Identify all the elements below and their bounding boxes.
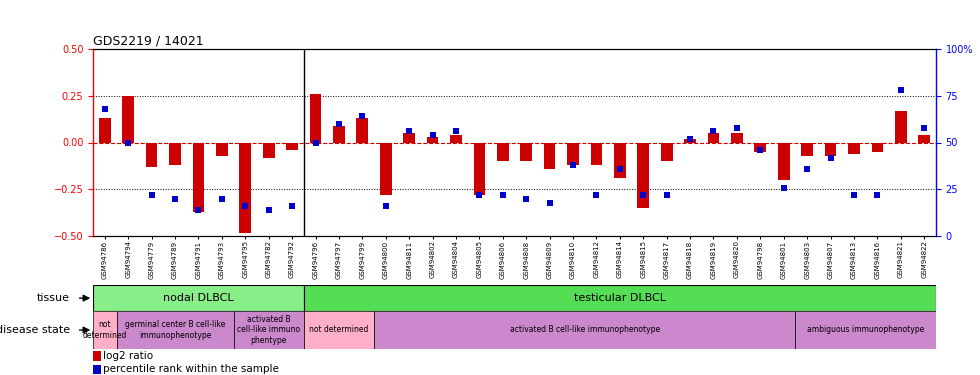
Text: not
determined: not determined: [82, 320, 127, 340]
Text: activated B cell-like immunophenotype: activated B cell-like immunophenotype: [510, 326, 660, 334]
Text: not determined: not determined: [310, 326, 368, 334]
Bar: [591, 142, 603, 165]
Point: [518, 196, 534, 202]
Point: [635, 192, 651, 198]
Bar: [661, 142, 672, 161]
Bar: [708, 133, 719, 142]
Bar: [357, 118, 368, 142]
Bar: [122, 96, 134, 142]
Point: [378, 203, 394, 209]
Point: [682, 136, 698, 142]
Text: tissue: tissue: [36, 293, 70, 303]
Text: testicular DLBCL: testicular DLBCL: [574, 293, 665, 303]
Text: percentile rank within the sample: percentile rank within the sample: [103, 364, 279, 374]
Point: [144, 192, 160, 198]
Bar: [263, 142, 274, 158]
Bar: [117, 311, 233, 349]
Bar: [497, 142, 509, 161]
Bar: [520, 142, 532, 161]
Bar: [731, 133, 743, 142]
Bar: [93, 351, 101, 361]
Point: [776, 184, 792, 190]
Point: [846, 192, 861, 198]
Bar: [374, 311, 796, 349]
Text: germinal center B cell-like
immunophenotype: germinal center B cell-like immunophenot…: [124, 320, 225, 340]
Point: [424, 132, 440, 138]
Point: [97, 106, 113, 112]
Bar: [310, 94, 321, 142]
Text: activated B
cell-like immuno
phentype: activated B cell-like immuno phentype: [237, 315, 300, 345]
Text: disease state: disease state: [0, 325, 70, 335]
Bar: [93, 285, 304, 311]
Point: [589, 192, 605, 198]
Point: [729, 124, 745, 130]
Bar: [544, 142, 556, 169]
Bar: [99, 118, 111, 142]
Point: [800, 166, 815, 172]
Bar: [380, 142, 392, 195]
Bar: [93, 311, 117, 349]
Bar: [93, 364, 101, 374]
Point: [214, 196, 229, 202]
Point: [448, 128, 464, 134]
Point: [659, 192, 674, 198]
Bar: [216, 142, 227, 156]
Point: [471, 192, 487, 198]
Point: [355, 113, 370, 119]
Bar: [778, 142, 790, 180]
Point: [261, 207, 276, 213]
Bar: [637, 142, 649, 208]
Bar: [473, 142, 485, 195]
Point: [237, 203, 253, 209]
Text: GDS2219 / 14021: GDS2219 / 14021: [93, 34, 204, 48]
Bar: [170, 142, 181, 165]
Text: nodal DLBCL: nodal DLBCL: [163, 293, 234, 303]
Bar: [146, 142, 158, 167]
Point: [565, 162, 581, 168]
Point: [612, 166, 627, 172]
Text: log2 ratio: log2 ratio: [103, 351, 153, 361]
Point: [331, 121, 347, 127]
Point: [284, 203, 300, 209]
Point: [869, 192, 885, 198]
Bar: [233, 311, 304, 349]
Point: [706, 128, 721, 134]
Point: [893, 87, 908, 93]
Bar: [684, 139, 696, 142]
Bar: [825, 142, 836, 156]
Point: [168, 196, 183, 202]
Bar: [239, 142, 251, 232]
Bar: [755, 142, 766, 152]
Bar: [848, 142, 859, 154]
Bar: [286, 142, 298, 150]
Bar: [304, 311, 374, 349]
Text: ambiguous immunophenotype: ambiguous immunophenotype: [808, 326, 924, 334]
Bar: [193, 142, 204, 212]
Point: [121, 140, 136, 146]
Point: [401, 128, 416, 134]
Bar: [871, 142, 883, 152]
Point: [916, 124, 932, 130]
Bar: [567, 142, 579, 165]
Bar: [796, 311, 936, 349]
Bar: [895, 111, 906, 142]
Point: [495, 192, 511, 198]
Point: [753, 147, 768, 153]
Bar: [404, 133, 415, 142]
Bar: [304, 285, 936, 311]
Bar: [614, 142, 625, 178]
Point: [822, 154, 838, 160]
Bar: [802, 142, 813, 156]
Bar: [918, 135, 930, 142]
Point: [308, 140, 323, 146]
Point: [542, 200, 558, 206]
Bar: [333, 126, 345, 142]
Bar: [426, 137, 438, 142]
Point: [190, 207, 206, 213]
Bar: [450, 135, 462, 142]
